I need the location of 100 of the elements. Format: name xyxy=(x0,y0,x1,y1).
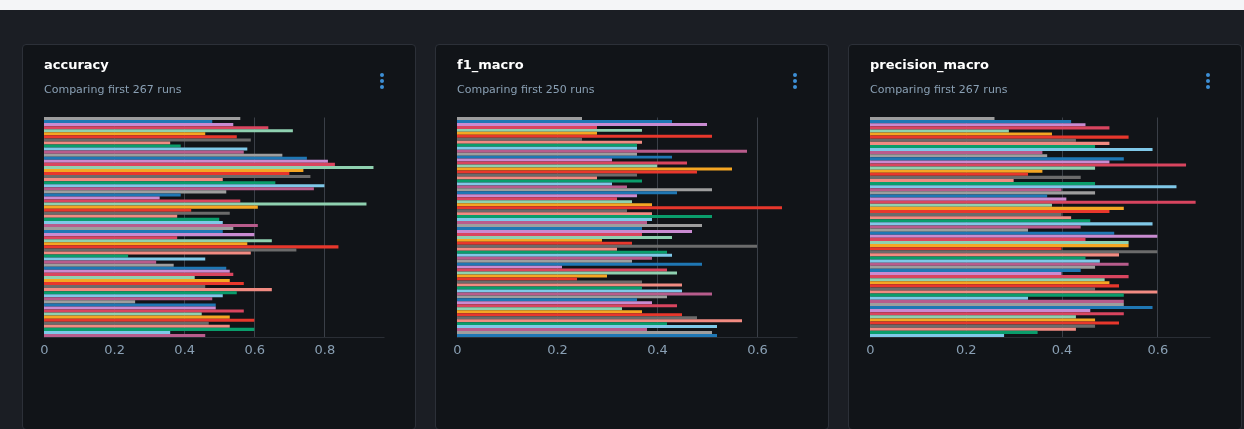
bar xyxy=(870,309,1091,313)
bar xyxy=(457,331,712,335)
bar xyxy=(457,325,717,329)
bar xyxy=(44,278,230,282)
bar xyxy=(870,312,1124,316)
bar xyxy=(44,147,248,151)
bar xyxy=(44,245,339,249)
bar xyxy=(870,151,1043,155)
bar xyxy=(44,272,234,276)
bar xyxy=(44,233,255,237)
bar xyxy=(44,327,255,331)
bar xyxy=(44,141,171,145)
bar xyxy=(44,254,129,258)
bar xyxy=(457,244,757,248)
x-tick-label: 0.6 xyxy=(747,341,768,357)
bar xyxy=(457,179,642,183)
bar xyxy=(44,230,223,234)
chart-subtitle: Comparing first 267 runs xyxy=(870,83,1008,96)
bar xyxy=(457,334,717,337)
bar xyxy=(44,211,230,215)
bar xyxy=(457,283,682,287)
bar xyxy=(457,277,577,281)
bar xyxy=(870,129,1009,133)
bar xyxy=(870,188,1062,192)
bar xyxy=(457,191,677,195)
bar xyxy=(44,150,244,154)
bar xyxy=(457,289,682,293)
bar xyxy=(870,206,1124,210)
bar xyxy=(457,167,732,171)
bar xyxy=(457,262,702,266)
chart-subtitle: Comparing first 267 runs xyxy=(44,83,182,96)
bar xyxy=(44,251,251,255)
bar xyxy=(870,191,1096,195)
bar xyxy=(870,132,1052,136)
bar xyxy=(870,213,1062,217)
bar xyxy=(870,265,1096,269)
bar xyxy=(457,259,632,263)
bar xyxy=(44,159,328,163)
bar xyxy=(870,256,1086,260)
chart-title: precision_macro xyxy=(870,57,990,73)
bar xyxy=(44,190,227,194)
bar xyxy=(870,154,1048,158)
bar xyxy=(457,155,672,159)
bar xyxy=(44,318,255,322)
bar xyxy=(870,209,1110,214)
bar xyxy=(457,197,617,201)
bar xyxy=(870,287,1096,291)
bar xyxy=(44,333,206,337)
bar xyxy=(44,275,195,279)
bar xyxy=(870,222,1153,226)
bar xyxy=(457,185,627,189)
bar xyxy=(457,286,642,290)
bar xyxy=(44,300,136,304)
bar xyxy=(870,160,1110,164)
bar xyxy=(44,236,178,240)
bar xyxy=(457,215,712,219)
bar xyxy=(44,297,213,301)
bar xyxy=(44,282,244,286)
bar xyxy=(44,187,314,191)
bar xyxy=(457,182,612,186)
bar xyxy=(44,193,181,197)
bar xyxy=(870,271,1062,276)
bar xyxy=(44,285,206,289)
bar xyxy=(870,327,1076,331)
bar xyxy=(44,315,230,319)
bar xyxy=(457,298,637,302)
bar xyxy=(44,178,223,182)
bar xyxy=(457,319,742,323)
bar xyxy=(457,274,607,278)
bar xyxy=(870,120,1072,124)
bar xyxy=(870,216,1072,220)
bar xyxy=(457,271,677,275)
bar xyxy=(870,166,1096,170)
bar xyxy=(457,235,672,239)
bar xyxy=(44,135,237,139)
bar xyxy=(870,117,995,121)
bar xyxy=(457,307,622,311)
bar xyxy=(457,313,682,317)
bar xyxy=(870,262,1129,266)
bar xyxy=(870,144,1096,148)
bar xyxy=(44,239,272,243)
bar xyxy=(44,153,283,157)
bar xyxy=(44,321,209,325)
bar xyxy=(870,275,1129,279)
bar xyxy=(44,248,297,252)
bar xyxy=(44,199,241,203)
bar xyxy=(457,140,642,144)
bar xyxy=(457,173,637,177)
bar xyxy=(457,221,647,225)
bar xyxy=(870,157,1124,161)
x-tick-label: 0.2 xyxy=(104,341,125,357)
bar xyxy=(457,176,597,180)
bar xyxy=(870,293,1124,297)
bar xyxy=(44,117,241,121)
bar xyxy=(44,309,244,313)
bar xyxy=(870,333,1005,337)
bar xyxy=(44,242,248,246)
bar xyxy=(457,137,582,141)
bar xyxy=(44,168,304,172)
bar xyxy=(457,295,667,299)
